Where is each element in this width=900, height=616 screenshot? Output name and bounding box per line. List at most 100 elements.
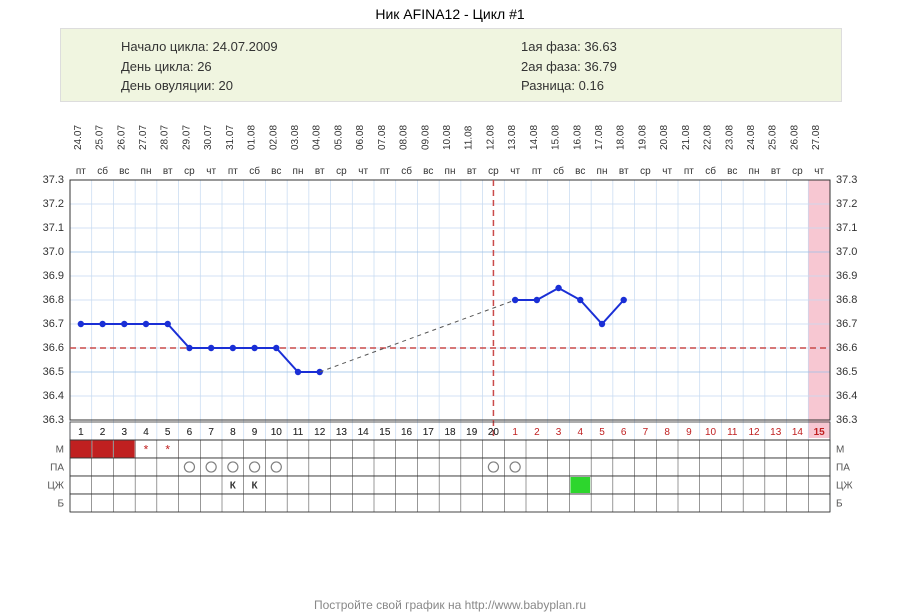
svg-text:13.08: 13.08	[507, 125, 518, 150]
svg-text:*: *	[165, 443, 170, 457]
svg-text:15: 15	[814, 427, 826, 438]
svg-text:ЦЖ: ЦЖ	[836, 481, 853, 492]
svg-text:14: 14	[358, 427, 370, 438]
svg-text:ЦЖ: ЦЖ	[47, 481, 64, 492]
svg-text:17.08: 17.08	[594, 125, 605, 150]
svg-text:23.08: 23.08	[724, 125, 735, 150]
svg-text:20: 20	[488, 427, 500, 438]
svg-text:1: 1	[78, 427, 84, 438]
svg-text:10: 10	[705, 427, 717, 438]
svg-text:25.08: 25.08	[768, 125, 779, 150]
svg-text:36.3: 36.3	[43, 414, 64, 426]
svg-text:36.9: 36.9	[836, 270, 857, 282]
svg-text:20.08: 20.08	[659, 125, 670, 150]
svg-text:17: 17	[423, 427, 435, 438]
svg-text:пн: пн	[597, 166, 608, 177]
svg-text:24.08: 24.08	[746, 125, 757, 150]
svg-text:18: 18	[444, 427, 456, 438]
svg-text:08.08: 08.08	[399, 125, 410, 150]
svg-text:чт: чт	[206, 166, 216, 177]
svg-text:13: 13	[770, 427, 782, 438]
svg-text:13: 13	[336, 427, 348, 438]
svg-text:36.7: 36.7	[836, 318, 857, 330]
svg-text:пт: пт	[76, 166, 86, 177]
cycle-info-panel: Начало цикла: 24.07.2009 День цикла: 26 …	[60, 28, 842, 102]
svg-text:36.5: 36.5	[836, 366, 857, 378]
svg-text:6: 6	[187, 427, 193, 438]
svg-text:36.4: 36.4	[43, 390, 64, 402]
info-phase1-label: 1ая фаза:	[521, 39, 581, 54]
svg-text:1: 1	[512, 427, 518, 438]
svg-text:11.08: 11.08	[464, 125, 475, 150]
svg-text:пн: пн	[141, 166, 152, 177]
svg-text:19: 19	[466, 427, 478, 438]
svg-text:пт: пт	[532, 166, 542, 177]
svg-text:сб: сб	[401, 165, 412, 177]
svg-text:28.07: 28.07	[160, 125, 171, 150]
svg-text:01.08: 01.08	[247, 125, 258, 150]
svg-text:12: 12	[314, 427, 326, 438]
svg-text:сб: сб	[705, 165, 716, 177]
svg-text:36.8: 36.8	[836, 294, 857, 306]
svg-text:15: 15	[379, 427, 391, 438]
svg-text:36.6: 36.6	[836, 342, 857, 354]
svg-text:30.07: 30.07	[203, 125, 214, 150]
svg-text:К: К	[230, 481, 237, 492]
info-ovul-value: 20	[219, 78, 233, 93]
svg-text:37.1: 37.1	[43, 222, 64, 234]
svg-text:27.08: 27.08	[811, 125, 822, 150]
svg-text:37.1: 37.1	[836, 222, 857, 234]
info-day-label: День цикла:	[121, 59, 194, 74]
svg-text:пт: пт	[380, 166, 390, 177]
svg-text:чт: чт	[662, 166, 672, 177]
svg-text:вс: вс	[727, 166, 737, 177]
svg-text:16.08: 16.08	[572, 125, 583, 150]
bbt-chart: 24.0725.0726.0727.0728.0729.0730.0731.07…	[20, 120, 880, 560]
svg-text:12.08: 12.08	[485, 125, 496, 150]
svg-text:пн: пн	[445, 166, 456, 177]
svg-text:26.07: 26.07	[116, 125, 127, 150]
svg-text:2: 2	[100, 427, 106, 438]
svg-text:16: 16	[401, 427, 413, 438]
svg-text:вс: вс	[271, 166, 281, 177]
svg-text:9: 9	[686, 427, 692, 438]
svg-text:05.08: 05.08	[333, 125, 344, 150]
svg-text:3: 3	[556, 427, 562, 438]
svg-text:11: 11	[727, 427, 738, 438]
info-diff-label: Разница:	[521, 78, 575, 93]
svg-text:14: 14	[792, 427, 804, 438]
svg-text:вт: вт	[467, 166, 477, 177]
svg-text:5: 5	[165, 427, 171, 438]
svg-text:*: *	[144, 443, 149, 457]
svg-text:пн: пн	[749, 166, 760, 177]
info-diff-value: 0.16	[579, 78, 604, 93]
svg-text:ср: ср	[336, 166, 347, 177]
svg-text:чт: чт	[814, 166, 824, 177]
svg-text:36.4: 36.4	[836, 390, 857, 402]
svg-text:31.07: 31.07	[225, 125, 236, 150]
info-day-value: 26	[197, 59, 211, 74]
info-phase2-value: 36.79	[584, 59, 617, 74]
svg-text:06.08: 06.08	[355, 125, 366, 150]
svg-text:36.9: 36.9	[43, 270, 64, 282]
svg-text:02.08: 02.08	[268, 125, 279, 150]
svg-text:21.08: 21.08	[681, 125, 692, 150]
svg-text:36.7: 36.7	[43, 318, 64, 330]
svg-text:ср: ср	[640, 166, 651, 177]
svg-text:вт: вт	[619, 166, 629, 177]
svg-text:37.3: 37.3	[43, 174, 64, 186]
svg-text:вт: вт	[163, 166, 173, 177]
svg-text:15.08: 15.08	[551, 125, 562, 150]
svg-text:6: 6	[621, 427, 627, 438]
svg-text:9: 9	[252, 427, 258, 438]
svg-text:37.3: 37.3	[836, 174, 857, 186]
svg-text:36.8: 36.8	[43, 294, 64, 306]
svg-text:ср: ср	[792, 166, 803, 177]
svg-text:27.07: 27.07	[138, 125, 149, 150]
svg-text:37.0: 37.0	[43, 246, 64, 258]
chart-title: Ник AFINA12 - Цикл #1	[0, 6, 900, 22]
svg-text:3: 3	[122, 427, 128, 438]
svg-text:сб: сб	[249, 165, 260, 177]
svg-text:вс: вс	[575, 166, 585, 177]
svg-text:22.08: 22.08	[703, 125, 714, 150]
